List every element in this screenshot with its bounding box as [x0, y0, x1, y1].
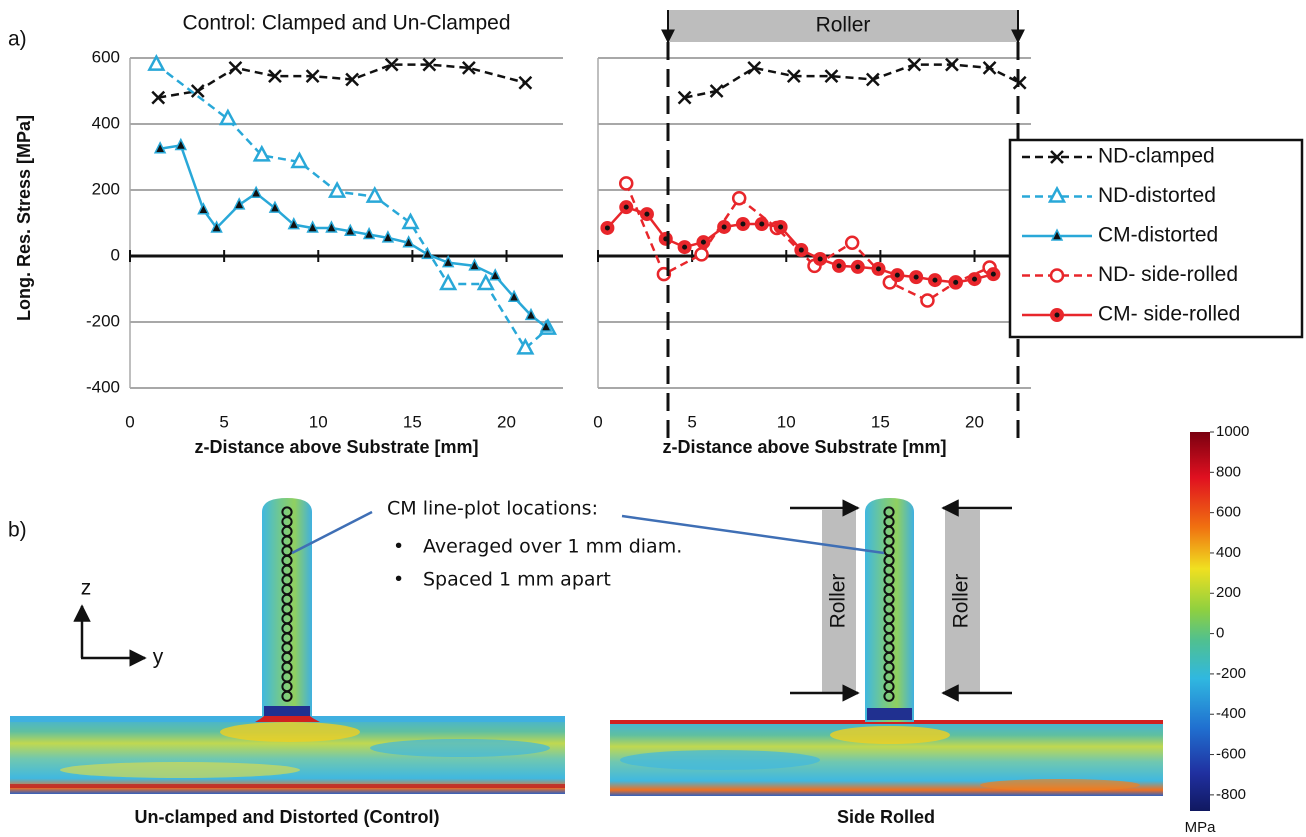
marker-center [932, 278, 937, 283]
x-tick-label: 5 [687, 412, 696, 431]
callout-bullet: Averaged over 1 mm diam. [423, 536, 682, 558]
marker-center [855, 264, 860, 269]
callout-bullet: Spaced 1 mm apart [423, 569, 611, 591]
x-tick-label: 5 [219, 412, 228, 431]
marker-center [722, 224, 727, 229]
colorbar-tick-label: 600 [1216, 504, 1241, 521]
y-tick-label: 400 [92, 113, 120, 132]
marker-center [895, 273, 900, 278]
legend-label: CM-distorted [1098, 224, 1218, 247]
colorbar-tick-label: -800 [1216, 786, 1246, 803]
series-line [685, 65, 1020, 98]
roller-label: Roller [827, 574, 850, 629]
marker [198, 204, 208, 214]
marker-center [914, 275, 919, 280]
panel-label: b) [8, 519, 27, 542]
marker [519, 77, 531, 89]
axis-name: z [81, 577, 92, 600]
legend-label: ND-distorted [1098, 184, 1216, 207]
colorbar-tick-label: 200 [1216, 584, 1241, 601]
roller-label: Roller [816, 14, 871, 37]
marker-center [818, 256, 823, 261]
marker [921, 295, 933, 307]
contour-right [610, 498, 1163, 796]
marker-center [953, 280, 958, 285]
marker-center [876, 266, 881, 271]
marker-center [701, 240, 706, 245]
colorbar-tick-label: 0 [1216, 625, 1224, 642]
legend-label: ND-clamped [1098, 145, 1215, 168]
marker [251, 187, 261, 197]
y-tick-label: -200 [86, 311, 120, 330]
colorbar-tick-label: 1000 [1216, 423, 1249, 440]
legend-marker [1051, 270, 1063, 282]
marker-center [799, 248, 804, 253]
marker-center [991, 272, 996, 277]
marker [620, 177, 632, 189]
colorbar-tick-label: -400 [1216, 705, 1246, 722]
marker [221, 111, 235, 124]
marker [292, 154, 306, 167]
series-line [160, 145, 546, 327]
marker [441, 276, 455, 289]
marker [867, 73, 879, 85]
x-tick-label: 10 [777, 412, 796, 431]
y-tick-label: 0 [111, 245, 120, 264]
x-tick-label: 15 [403, 412, 422, 431]
x-axis-label: z-Distance above Substrate [mm] [194, 437, 478, 457]
x-tick-label: 0 [593, 412, 602, 431]
marker [846, 237, 858, 249]
colorbar [1190, 432, 1210, 811]
y-tick-label: 600 [92, 47, 120, 66]
x-tick-label: 10 [309, 412, 328, 431]
marker-center [778, 224, 783, 229]
marker [733, 192, 745, 204]
chart-title: Control: Clamped and Un-Clamped [183, 12, 511, 35]
marker-center [740, 221, 745, 226]
colorbar-tick-label: -200 [1216, 665, 1246, 682]
x-axis-label: z-Distance above Substrate [mm] [662, 437, 946, 457]
marker-center [836, 263, 841, 268]
marker [1014, 77, 1026, 89]
roller-label: Roller [950, 574, 973, 629]
bullet: • [393, 536, 404, 558]
marker-center [972, 277, 977, 282]
y-tick-label: 200 [92, 179, 120, 198]
marker [330, 184, 344, 197]
colorbar-unit: MPa [1185, 819, 1217, 836]
marker-center [759, 221, 764, 226]
legend-label: CM- side-rolled [1098, 303, 1240, 326]
caption: Un-clamped and Distorted (Control) [135, 807, 440, 827]
x-tick-label: 20 [497, 412, 516, 431]
panel-label: a) [8, 28, 27, 51]
marker-center [682, 245, 687, 250]
marker [176, 139, 186, 149]
axis-name: y [153, 646, 164, 669]
marker-center [605, 225, 610, 230]
marker [696, 248, 708, 260]
marker [908, 59, 920, 71]
y-axis-label: Long. Res. Stress [MPa] [14, 115, 34, 321]
callout-title: CM line-plot locations: [387, 498, 598, 520]
colorbar-tick-label: -600 [1216, 746, 1246, 763]
marker [229, 62, 241, 74]
y-tick-label: -400 [86, 377, 120, 396]
x-tick-label: 0 [125, 412, 134, 431]
marker [404, 215, 418, 228]
marker [192, 85, 204, 97]
x-tick-label: 20 [965, 412, 984, 431]
x-tick-label: 15 [871, 412, 890, 431]
marker-center [624, 205, 629, 210]
caption: Side Rolled [837, 807, 935, 827]
marker-center [644, 212, 649, 217]
series-line [156, 65, 548, 349]
marker [984, 62, 996, 74]
colorbar-tick-label: 800 [1216, 463, 1241, 480]
legend-label: ND- side-rolled [1098, 263, 1238, 286]
figure: a) b) Roller Roller Roller CM li [0, 0, 1306, 837]
bullet: • [393, 569, 404, 591]
marker-center [1055, 313, 1060, 318]
colorbar-tick-label: 400 [1216, 544, 1241, 561]
marker [270, 202, 280, 212]
